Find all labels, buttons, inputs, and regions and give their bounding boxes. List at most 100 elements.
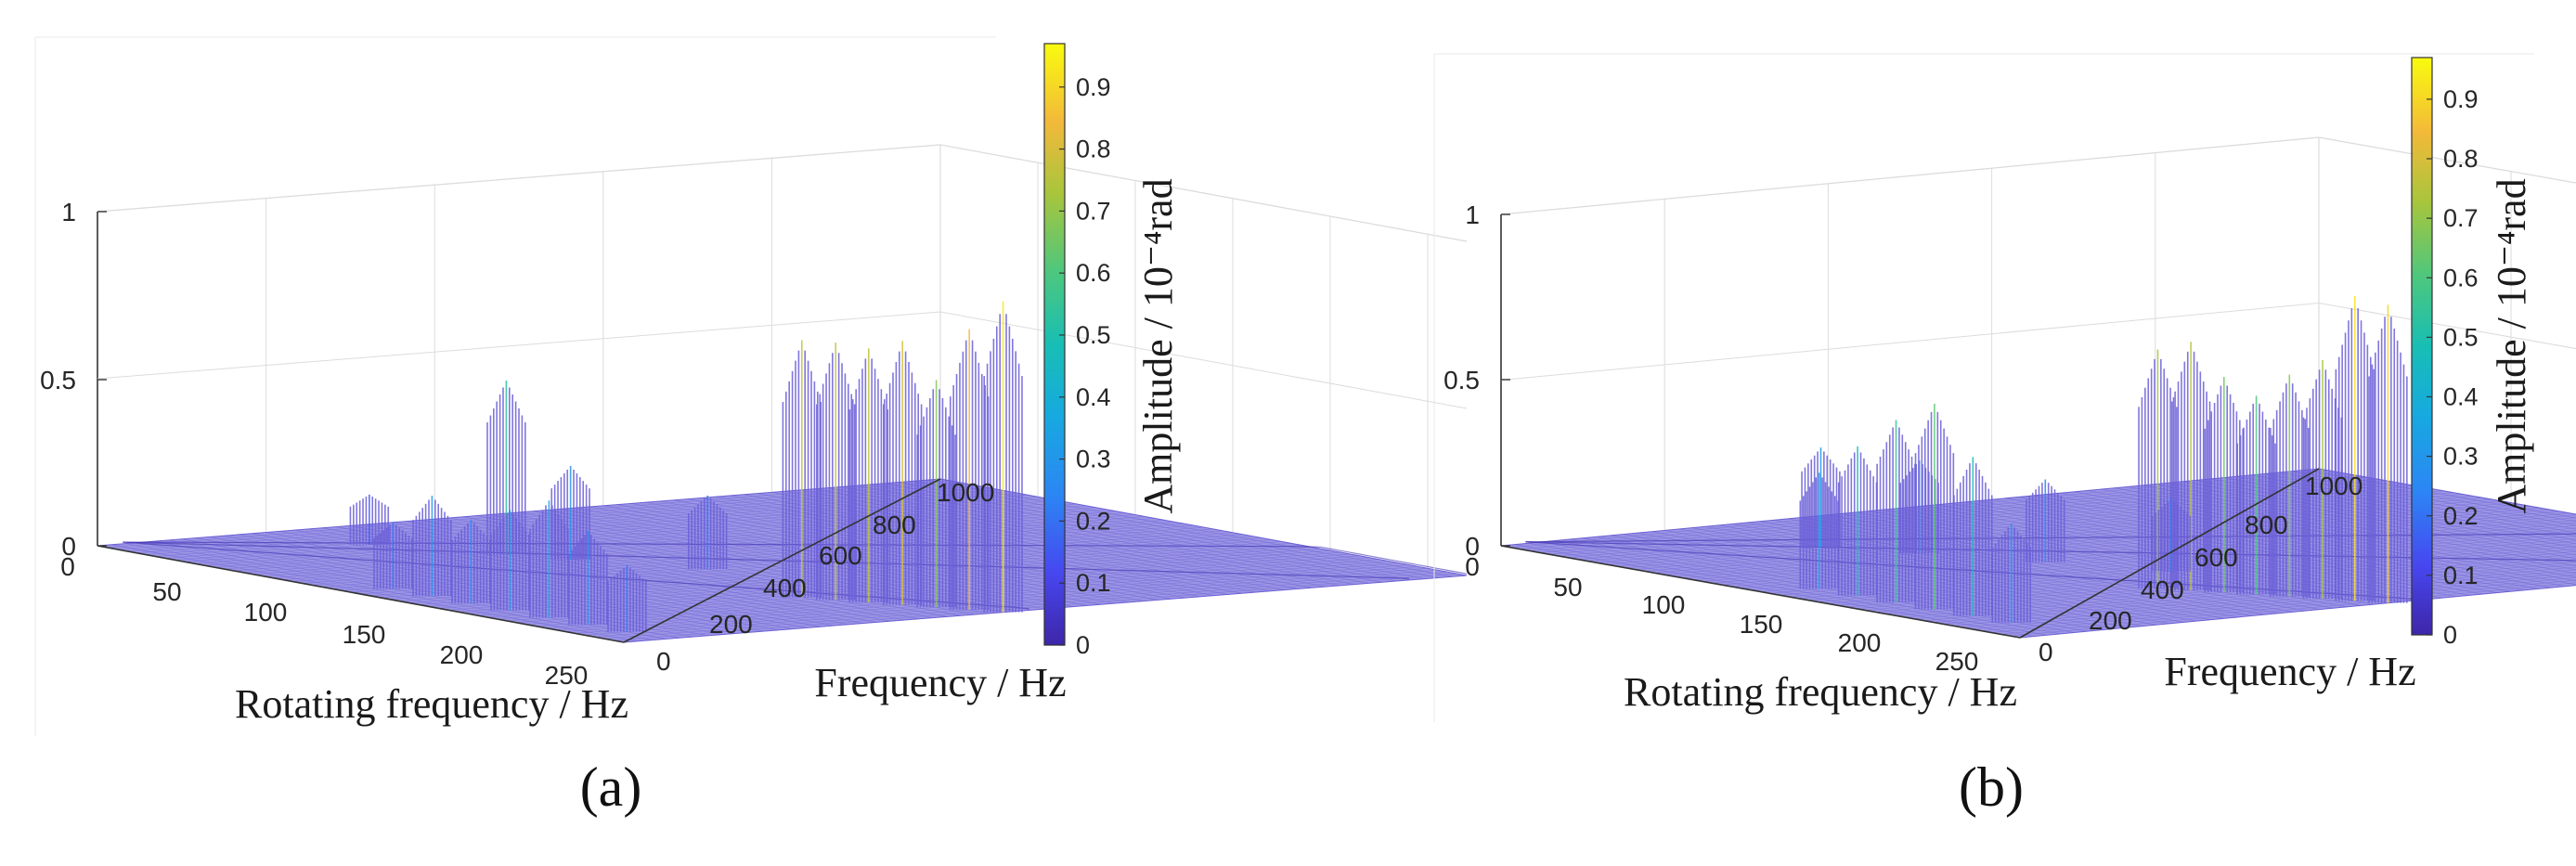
grid-line <box>1500 136 2576 215</box>
x-tick-label: 200 <box>1838 628 1882 657</box>
colorbar-tick-label: 0.9 <box>1076 73 1111 101</box>
colorbar-tick-label: 0.9 <box>2443 85 2479 113</box>
surface-mesh-line <box>107 480 951 549</box>
surface-mesh-line <box>1691 527 2211 621</box>
colorbar-tick-label: 0.5 <box>1076 321 1111 349</box>
surface-mesh-line <box>1635 492 2453 571</box>
surface-mesh-line <box>1683 500 2502 579</box>
z-tick-label: 0 <box>1465 532 1480 561</box>
surface-mesh-line <box>898 482 1425 579</box>
surface-mesh-line <box>2000 579 2576 635</box>
surface-mesh-line <box>516 555 1360 624</box>
z-tick-label: 1 <box>1465 200 1480 229</box>
colorbar-tick-label: 0.2 <box>2443 502 2479 530</box>
surface-mesh-line <box>813 488 1340 587</box>
chart-panel-a: 0 50 100 150 200 250 0 200 400 600 800 1000 0 0.5 1 Rot… <box>34 36 1468 818</box>
y-tick-label: 800 <box>873 511 916 539</box>
series-broadband-response <box>373 496 647 632</box>
surface-mesh-line <box>1923 559 2576 622</box>
harmonic-ridge-2 <box>1525 541 2576 562</box>
surface-mesh-line <box>209 536 737 634</box>
colorbar-tick-label: 0.4 <box>1076 383 1111 411</box>
x-tick-label: 100 <box>1642 590 1686 619</box>
surface-mesh-line <box>1855 511 2375 605</box>
surface-mesh-line <box>204 498 1048 566</box>
colorbar: 0 0.1 0.2 0.3 0.4 0.5 0.6 0.7 0.8 0.9 Amplitude / … <box>1043 43 1181 659</box>
colorbar-tick-label: 0.1 <box>1076 569 1111 597</box>
y-tick-label: 400 <box>763 574 807 602</box>
surface-mesh-line <box>1606 486 2425 565</box>
x-tick-label: 150 <box>1740 610 1783 639</box>
surface-mesh-line <box>1759 521 2280 614</box>
axes-lines <box>97 211 941 643</box>
surface-mesh-line <box>1650 531 2170 625</box>
grid-line <box>1500 302 2576 381</box>
x-axis-label: Rotating frequency / Hz <box>235 681 628 727</box>
z-tick-label: 0 <box>61 532 76 561</box>
surface-mesh-line <box>603 571 1448 640</box>
surface-mesh-line <box>1800 517 2321 610</box>
surface-mesh-line <box>1972 572 2576 630</box>
y-tick-label: 200 <box>2089 606 2132 635</box>
surface-mesh-line <box>341 523 1184 591</box>
x-axis-label: Rotating frequency / Hz <box>1624 669 2017 715</box>
surface-mesh-line <box>2236 475 2576 537</box>
panel-label: (a) <box>580 756 642 818</box>
y-tick-label: 1000 <box>937 478 994 507</box>
surface-mesh-line <box>330 521 1175 589</box>
y-tick-label: 0 <box>656 647 671 676</box>
surface-mesh-line <box>2005 498 2525 591</box>
x-tick-label: 200 <box>440 640 484 669</box>
surface-mesh-line <box>1616 488 2435 567</box>
colorbar-tick-label: 0.6 <box>1076 259 1111 287</box>
y-tick-label: 600 <box>819 541 862 570</box>
surface-mesh-line <box>614 573 1457 641</box>
x-axis-line <box>1500 545 2021 639</box>
surface-mesh-line <box>1769 517 2576 594</box>
z-tick-label: 0.5 <box>40 366 76 394</box>
series-1x-harmonic-peak <box>782 301 1023 613</box>
y-tick-label: 200 <box>709 610 753 639</box>
y-tick-label: 1000 <box>2305 472 2362 500</box>
surface-mesh-line <box>458 544 1301 613</box>
surface-mesh-line <box>2250 474 2576 534</box>
y-tick-label: 800 <box>2245 511 2288 539</box>
surface-mesh-line <box>447 542 1292 611</box>
harmonic-ridge-2 <box>123 541 1410 579</box>
y-axis-line <box>623 478 941 643</box>
surface-mesh-line <box>252 533 779 631</box>
surface-mesh-line <box>602 505 1130 603</box>
colorbar-tick-label: 0.8 <box>1076 136 1111 163</box>
x-tick-label: 50 <box>152 577 181 606</box>
x-tick-label: 150 <box>343 620 386 649</box>
x-tick-label: 50 <box>1553 573 1582 601</box>
surface-mesh-line <box>856 485 1383 583</box>
surface-mesh-line <box>378 523 905 621</box>
x-axis-line <box>97 545 625 643</box>
surface-mesh-line <box>2264 473 2576 530</box>
surface-mesh-line <box>926 479 1453 577</box>
x-tick-label: 250 <box>1935 647 1979 676</box>
colorbar-tick-label: 0.5 <box>2443 323 2479 351</box>
colorbar-label: Amplitude / 10⁻⁴rad <box>1135 178 1181 513</box>
colorbar: 0 0.1 0.2 0.3 0.4 0.5 0.6 0.7 0.8 0.9 Amplitude / … <box>2411 57 2534 649</box>
axes-lines <box>1500 213 2320 639</box>
surface-mesh-line <box>1875 546 2576 613</box>
axes-grid <box>97 144 1468 569</box>
grid-line <box>97 311 1468 409</box>
surface-mesh-line <box>1923 505 2443 599</box>
y-axis-line <box>2019 468 2320 639</box>
colorbar-gradient <box>2411 57 2433 636</box>
surface-mesh-line <box>293 529 821 627</box>
tick-labels: 0 50 100 150 200 250 0 200 400 600 800 1000 0 0.5 1 <box>40 198 994 690</box>
y-axis-label: Frequency / Hz <box>2164 649 2415 694</box>
colorbar-tick-label: 0.2 <box>1076 507 1111 535</box>
data-peaks <box>349 301 1023 632</box>
z-tick-label: 0.5 <box>1443 366 1480 394</box>
colorbar-tick-label: 0 <box>2443 621 2457 649</box>
y-tick-label: 600 <box>2194 543 2238 572</box>
surface-mesh-line <box>1541 541 2062 635</box>
colorbar-tick-label: 0.1 <box>2443 562 2479 589</box>
